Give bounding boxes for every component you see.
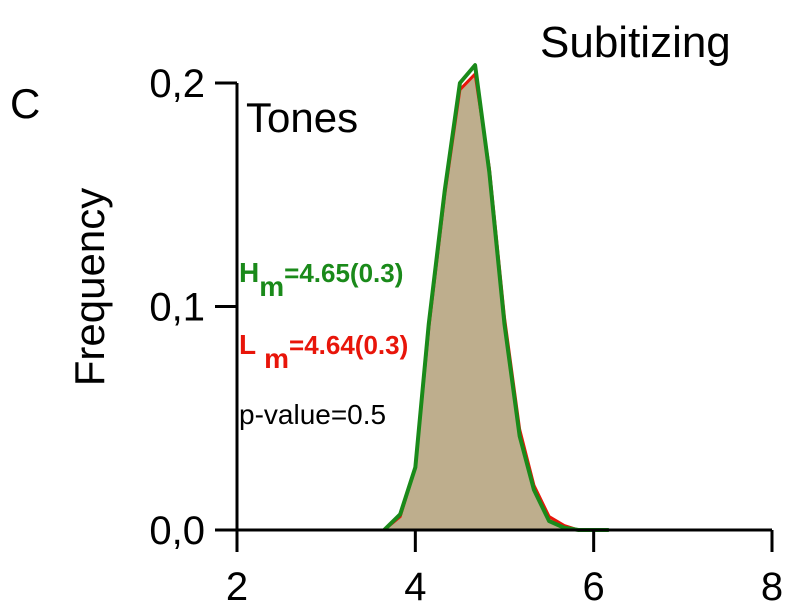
data-point — [458, 81, 462, 85]
data-point — [547, 519, 551, 523]
data-point — [414, 466, 417, 469]
x-tick-label: 8 — [761, 565, 783, 604]
x-tick-label: 6 — [583, 565, 605, 604]
x-tick-label: 2 — [226, 565, 248, 604]
y-tick-label: 0,2 — [149, 62, 205, 106]
data-point — [473, 63, 477, 67]
data-point — [532, 488, 536, 491]
data-point — [563, 526, 566, 529]
h-mean-annotation: Hm=4.65(0.3) — [239, 257, 403, 302]
chart-subtitle: Tones — [246, 94, 358, 141]
h-mean-value: =4.65(0.3) — [284, 258, 403, 288]
h-mean-symbol: H — [239, 257, 259, 288]
h-mean-subscript: m — [259, 271, 284, 302]
data-point — [443, 189, 446, 192]
data-point — [427, 323, 430, 326]
data-point — [503, 323, 506, 326]
l-mean-symbol: L — [239, 329, 256, 360]
y-tick-label: 0,1 — [149, 286, 205, 330]
y-axis-label: Frequency — [66, 188, 113, 386]
x-tick-label: 4 — [404, 565, 426, 604]
ticks: 2 4 6 8 0,0 0,1 0,2 — [149, 62, 783, 604]
data-point — [518, 434, 521, 438]
p-value-annotation: p-value=0.5 — [239, 399, 386, 430]
panel-label: C — [10, 80, 40, 127]
data-point — [398, 513, 402, 516]
l-mean-subscript: m — [264, 343, 289, 374]
y-tick-label: 0,0 — [149, 509, 205, 553]
l-mean-value: =4.64(0.3) — [289, 330, 408, 360]
chart-title: Subitizing — [540, 18, 731, 67]
data-point — [488, 171, 491, 174]
plot-area — [382, 63, 611, 532]
distribution-fill — [384, 74, 609, 530]
